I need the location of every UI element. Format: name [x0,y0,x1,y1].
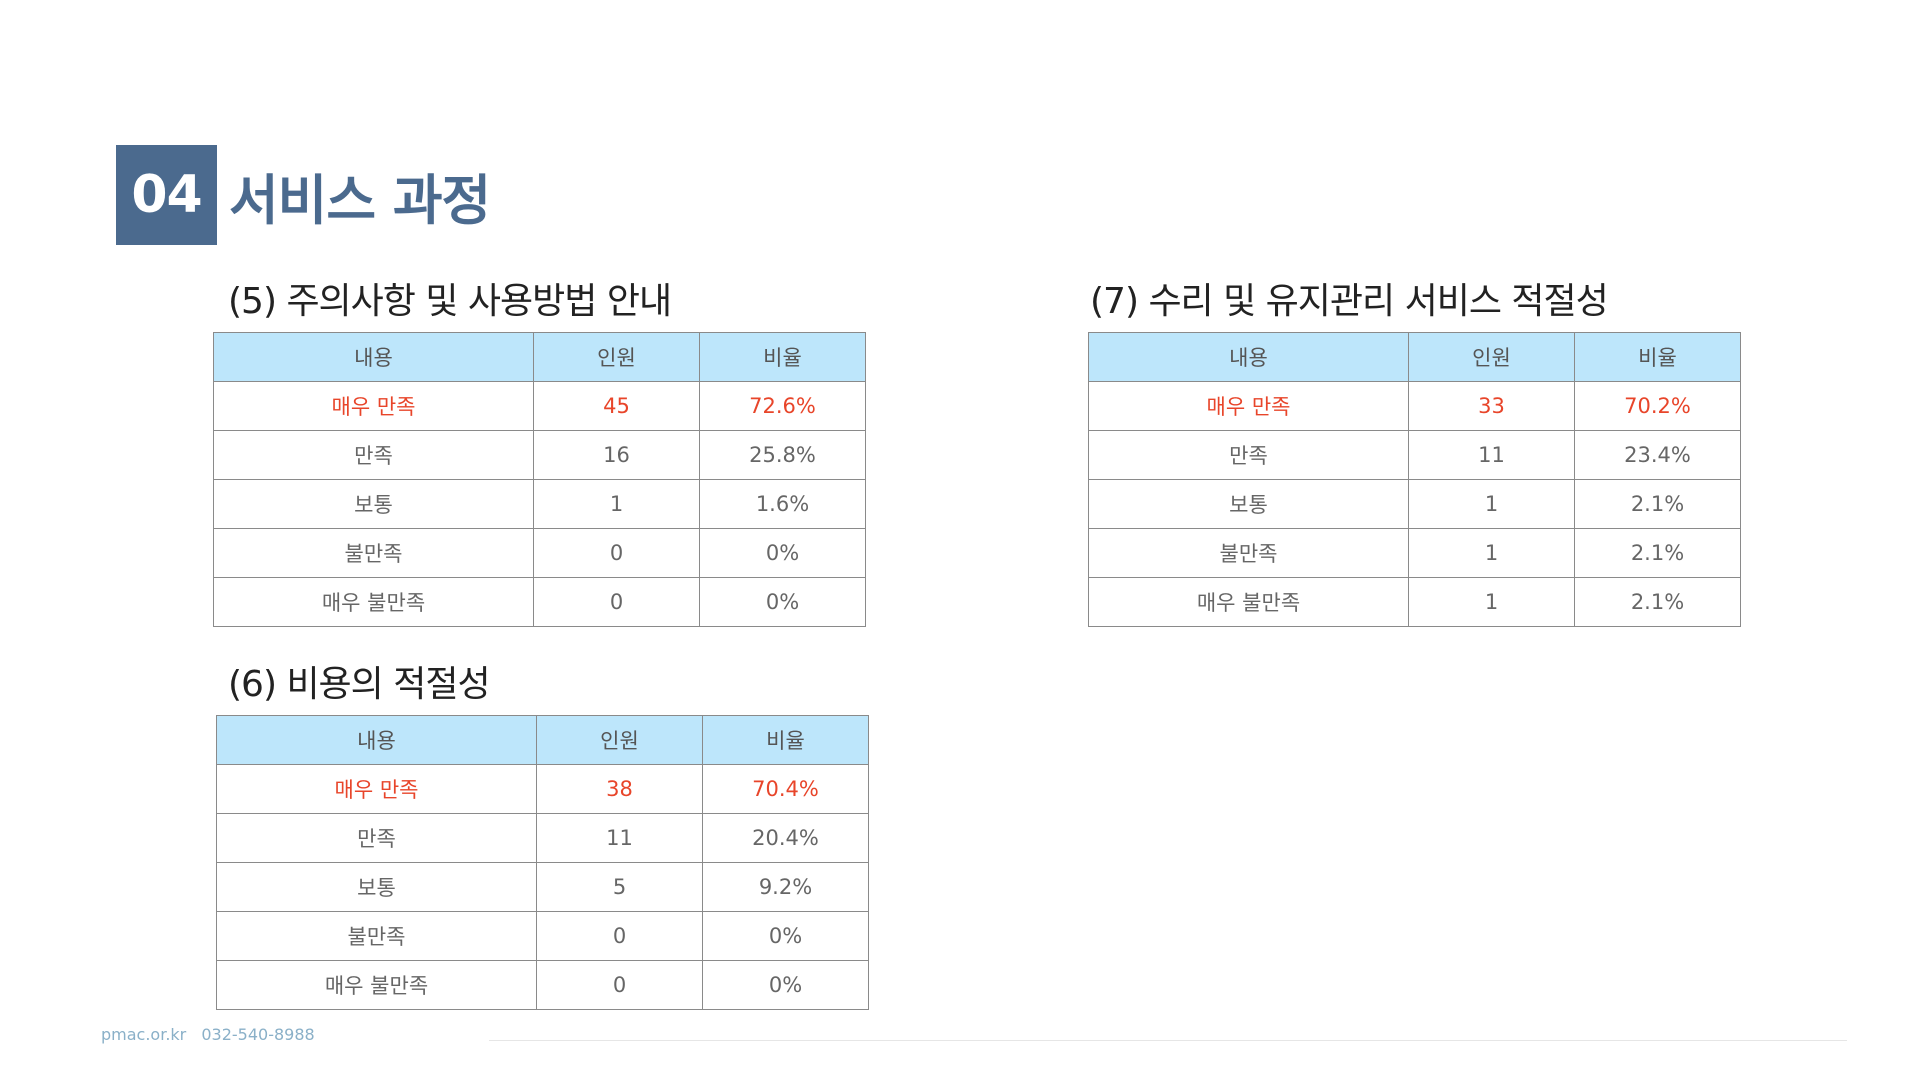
block-title-5: (5) 주의사항 및 사용방법 안내 [228,281,672,322]
row-count: 5 [536,862,703,912]
row-ratio: 72.6% [699,381,866,431]
table-row: 보통 1 2.1% [1088,479,1741,529]
row-label: 만족 [216,813,537,863]
table-row: 불만족 0 0% [216,911,869,961]
table-row: 매우 불만족 0 0% [216,960,869,1010]
row-label: 매우 만족 [1088,381,1409,431]
block-title-6: (6) 비용의 적절성 [228,664,491,705]
row-label: 불만족 [1088,528,1409,578]
row-ratio: 0% [702,960,869,1010]
footer-phone: 032-540-8988 [201,1025,315,1044]
row-count: 1 [533,479,700,529]
footer-divider [489,1040,1847,1041]
row-count: 45 [533,381,700,431]
row-ratio: 0% [702,911,869,961]
row-label: 보통 [216,862,537,912]
row-ratio: 2.1% [1574,577,1741,627]
table-row: 보통 5 9.2% [216,862,869,912]
row-count: 1 [1408,479,1575,529]
table-row: 보통 1 1.6% [213,479,866,529]
row-count: 0 [536,960,703,1010]
section-title: 서비스 과정 [229,168,491,232]
table-row: 매우 만족 33 70.2% [1088,381,1741,431]
column-header-content: 내용 [1088,332,1409,382]
survey-table-7: 내용 인원 비율 매우 만족 33 70.2% 만족 11 23.4% 보통 1… [1088,332,1741,627]
row-ratio: 70.2% [1574,381,1741,431]
column-header-ratio: 비율 [699,332,866,382]
survey-table-6: 내용 인원 비율 매우 만족 38 70.4% 만족 11 20.4% 보통 5… [216,715,869,1010]
row-ratio: 25.8% [699,430,866,480]
row-count: 33 [1408,381,1575,431]
row-label: 매우 불만족 [216,960,537,1010]
row-count: 0 [533,528,700,578]
row-label: 불만족 [216,911,537,961]
row-count: 16 [533,430,700,480]
row-label: 매우 불만족 [213,577,534,627]
survey-table-5: 내용 인원 비율 매우 만족 45 72.6% 만족 16 25.8% 보통 1… [213,332,866,627]
row-ratio: 20.4% [702,813,869,863]
table-row: 만족 11 23.4% [1088,430,1741,480]
row-label: 만족 [213,430,534,480]
row-ratio: 23.4% [1574,430,1741,480]
row-count: 11 [1408,430,1575,480]
row-count: 0 [533,577,700,627]
column-header-content: 내용 [213,332,534,382]
column-header-count: 인원 [536,715,703,765]
row-ratio: 2.1% [1574,479,1741,529]
row-count: 38 [536,764,703,814]
table-row: 매우 불만족 0 0% [213,577,866,627]
column-header-ratio: 비율 [1574,332,1741,382]
column-header-content: 내용 [216,715,537,765]
column-header-count: 인원 [1408,332,1575,382]
section-header: 04 서비스 과정 [116,145,491,245]
footer-site-link[interactable]: pmac.or.kr [101,1025,187,1044]
row-ratio: 0% [699,528,866,578]
table-row: 만족 11 20.4% [216,813,869,863]
block-title-7: (7) 수리 및 유지관리 서비스 적절성 [1090,281,1609,322]
row-count: 0 [536,911,703,961]
column-header-count: 인원 [533,332,700,382]
table-row: 만족 16 25.8% [213,430,866,480]
row-label: 불만족 [213,528,534,578]
row-label: 보통 [213,479,534,529]
table-row: 불만족 0 0% [213,528,866,578]
row-ratio: 1.6% [699,479,866,529]
row-ratio: 9.2% [702,862,869,912]
row-ratio: 70.4% [702,764,869,814]
row-ratio: 0% [699,577,866,627]
row-count: 1 [1408,528,1575,578]
table-header-row: 내용 인원 비율 [1088,332,1741,382]
row-label: 매우 만족 [213,381,534,431]
table-header-row: 내용 인원 비율 [216,715,869,765]
table-row: 불만족 1 2.1% [1088,528,1741,578]
row-label: 매우 만족 [216,764,537,814]
row-label: 보통 [1088,479,1409,529]
table-row: 매우 불만족 1 2.1% [1088,577,1741,627]
table-header-row: 내용 인원 비율 [213,332,866,382]
row-label: 만족 [1088,430,1409,480]
table-row: 매우 만족 45 72.6% [213,381,866,431]
row-count: 11 [536,813,703,863]
column-header-ratio: 비율 [702,715,869,765]
row-count: 1 [1408,577,1575,627]
table-row: 매우 만족 38 70.4% [216,764,869,814]
row-ratio: 2.1% [1574,528,1741,578]
footer-contact: pmac.or.kr 032-540-8988 [101,1025,315,1044]
row-label: 매우 불만족 [1088,577,1409,627]
section-number: 04 [116,145,217,245]
